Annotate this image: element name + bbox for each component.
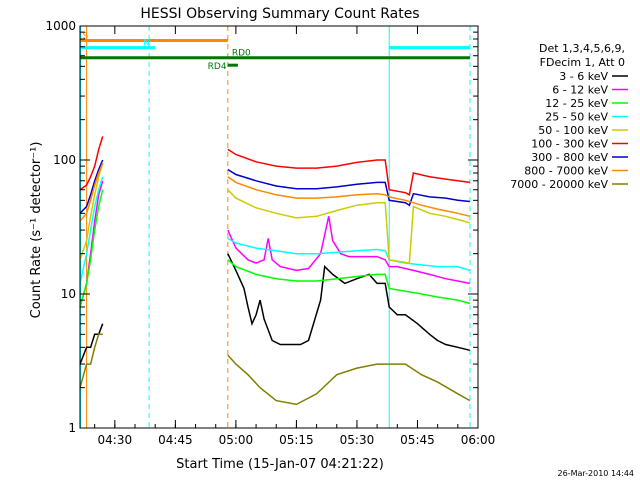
- y-tick-label-3: 1000: [45, 19, 76, 33]
- series-trace-3: [227, 259, 471, 305]
- legend-label-5: 100 - 300 keV: [531, 138, 608, 151]
- series-line-5: [79, 136, 104, 191]
- series-line-3: [79, 176, 104, 284]
- x-tick-label-0: 04:30: [98, 433, 133, 447]
- y-tick-label-0: 1: [68, 421, 76, 435]
- legend-header-2: FDecim 1, Att 0: [540, 56, 625, 69]
- series-trace-0: [227, 253, 471, 352]
- flag-label-0: S: [83, 31, 89, 41]
- flag-label-1: N: [143, 39, 150, 49]
- series-trace-1: [227, 216, 471, 285]
- y-tick-label-1: 10: [61, 287, 76, 301]
- series-trace-6: [227, 168, 470, 207]
- series-line-0: [79, 323, 104, 365]
- legend-label-2: 12 - 25 keV: [545, 97, 608, 110]
- x-tick-label-4: 05:30: [340, 433, 375, 447]
- series-line-7: [79, 162, 104, 222]
- x-tick-label-6: 06:00: [461, 433, 496, 447]
- series-trace-4: [227, 189, 471, 264]
- series-trace-5: [227, 148, 470, 196]
- legend-label-1: 6 - 12 keV: [552, 84, 608, 97]
- series-trace-2: [227, 237, 471, 272]
- series-trace-8: [227, 354, 471, 406]
- series-line-6: [79, 159, 104, 214]
- plot-frame: [79, 25, 479, 429]
- x-tick-label-2: 05:00: [219, 433, 254, 447]
- legend-header-1: Det 1,3,4,5,6,9,: [539, 42, 625, 55]
- x-tick-label-3: 05:15: [279, 433, 314, 447]
- axes: 04:30 04:45 05:00 05:15 05:30 05:45 06:00 1 10 10…: [45, 19, 495, 447]
- y-axis-label: Count Rate (s⁻¹ detector⁻¹): [29, 142, 44, 319]
- legend-label-8: 7000 - 20000 keV: [510, 178, 608, 191]
- series-line-2: [79, 189, 104, 308]
- y-tick-label-2: 100: [53, 153, 76, 167]
- flag-label-3: RD0: [232, 49, 251, 59]
- x-tick-label-1: 04:45: [158, 433, 193, 447]
- legend: Det 1,3,4,5,6,9, FDecim 1, Att 0 3 - 6 k…: [510, 42, 628, 191]
- chart-title: HESSI Observing Summary Count Rates: [140, 6, 419, 22]
- x-axis-label: Start Time (15-Jan-07 04:21:22): [176, 457, 384, 472]
- plot-area: S N RD0 RD4: [79, 26, 471, 428]
- series-trace-7: [227, 176, 471, 218]
- x-tick-label-5: 05:45: [400, 433, 435, 447]
- legend-label-7: 800 - 7000 keV: [524, 165, 608, 178]
- legend-label-6: 300 - 800 keV: [531, 151, 608, 164]
- series-line-4: [79, 162, 104, 261]
- series-line-8: [79, 333, 103, 388]
- legend-label-3: 25 - 50 keV: [545, 111, 608, 124]
- flag-label-4: RD4: [208, 62, 227, 72]
- legend-label-4: 50 - 100 keV: [538, 124, 608, 137]
- legend-label-0: 3 - 6 keV: [559, 70, 608, 83]
- footer-date: 26-Mar-2010 14:44: [558, 469, 635, 478]
